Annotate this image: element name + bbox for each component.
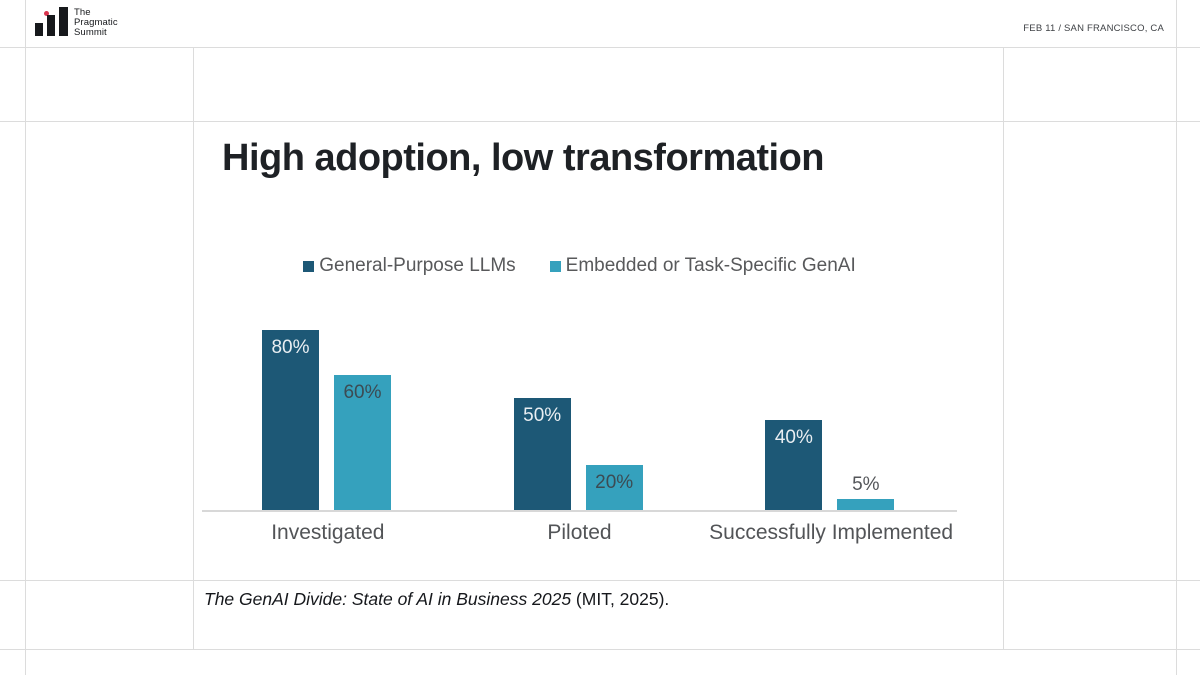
grid-vline-outer-left	[25, 0, 26, 675]
bar-embedded-or-task-specific-genai-piloted: 20%	[585, 465, 643, 510]
bar-group-piloted: 50% 20% Piloted	[454, 300, 706, 544]
bar-chart: 80% 60% Investigated 50% 20% Piloted 40% 5% Succ…	[202, 300, 957, 544]
legend-item-general-purpose-llms: General-Purpose LLMs	[303, 255, 516, 277]
grid-vline-inner-left	[193, 47, 194, 649]
bar-group-investigated: 80% 60% Investigated	[202, 300, 454, 544]
category-label-successfully-implemented: Successfully Implemented	[709, 521, 954, 544]
legend-swatch-icon	[303, 260, 315, 272]
logo-red-dot	[44, 11, 49, 16]
bar-value-label: 40%	[774, 427, 813, 448]
category-label-piloted: Piloted	[547, 521, 612, 544]
grid-hline-top	[0, 47, 1200, 48]
bar-embedded-or-task-specific-genai-successfully-implemented	[837, 498, 895, 510]
bar-general-purpose-llms-investigated: 80%	[262, 330, 319, 510]
grid-hline-header	[0, 121, 1200, 122]
logo-bar-small	[35, 23, 43, 36]
bar-value-label: 5%	[852, 473, 880, 495]
logo-bar-tall	[59, 7, 68, 36]
bar-value-label: 50%	[523, 404, 562, 426]
citation-title: The GenAI Divide: State of AI in Busines…	[204, 589, 572, 609]
legend-item-embedded-or-task-specific-genai: Embedded or Task-Specific GenAI	[549, 255, 856, 277]
category-label-investigated: Investigated	[271, 521, 385, 544]
logo-line-2: Pragmatic	[74, 17, 118, 28]
citation-publisher: (MIT, 2025).	[571, 589, 670, 609]
grid-hline-footer	[0, 580, 1200, 581]
grid-vline-outer-right	[1176, 0, 1177, 675]
legend-label: Embedded or Task-Specific GenAI	[565, 255, 856, 276]
slide-title: High adoption, low transformation	[222, 137, 825, 179]
bar-value-label: 60%	[343, 382, 382, 403]
grid-vline-inner-right	[1003, 47, 1004, 649]
event-date-location: FEB 11 / SAN FRANCISCO, CA	[1023, 23, 1164, 34]
bar-general-purpose-llms-piloted: 50%	[513, 397, 571, 510]
bar-value-label: 80%	[271, 337, 310, 358]
logo-line-3: Summit	[74, 27, 107, 38]
chart-legend: General-Purpose LLMs Embedded or Task-Spe…	[202, 255, 957, 277]
legend-swatch-icon	[549, 260, 561, 272]
bar-embedded-or-task-specific-genai-investigated: 60%	[334, 375, 391, 510]
bar-group-successfully-implemented: 40% 5% Successfully Implemented	[705, 300, 957, 544]
logo-line-1: The	[74, 7, 91, 18]
bar-value-label: 20%	[595, 472, 634, 493]
bar-general-purpose-llms-successfully-implemented: 40%	[765, 420, 823, 510]
logo-wordmark: The Pragmatic Summit	[74, 8, 118, 38]
grid-hline-bottom	[0, 649, 1200, 650]
legend-label: General-Purpose LLMs	[319, 255, 516, 276]
logo-bar-chart-icon	[35, 7, 71, 36]
logo-bar-medium	[47, 15, 55, 36]
source-citation: The GenAI Divide: State of AI in Busines…	[204, 589, 669, 610]
